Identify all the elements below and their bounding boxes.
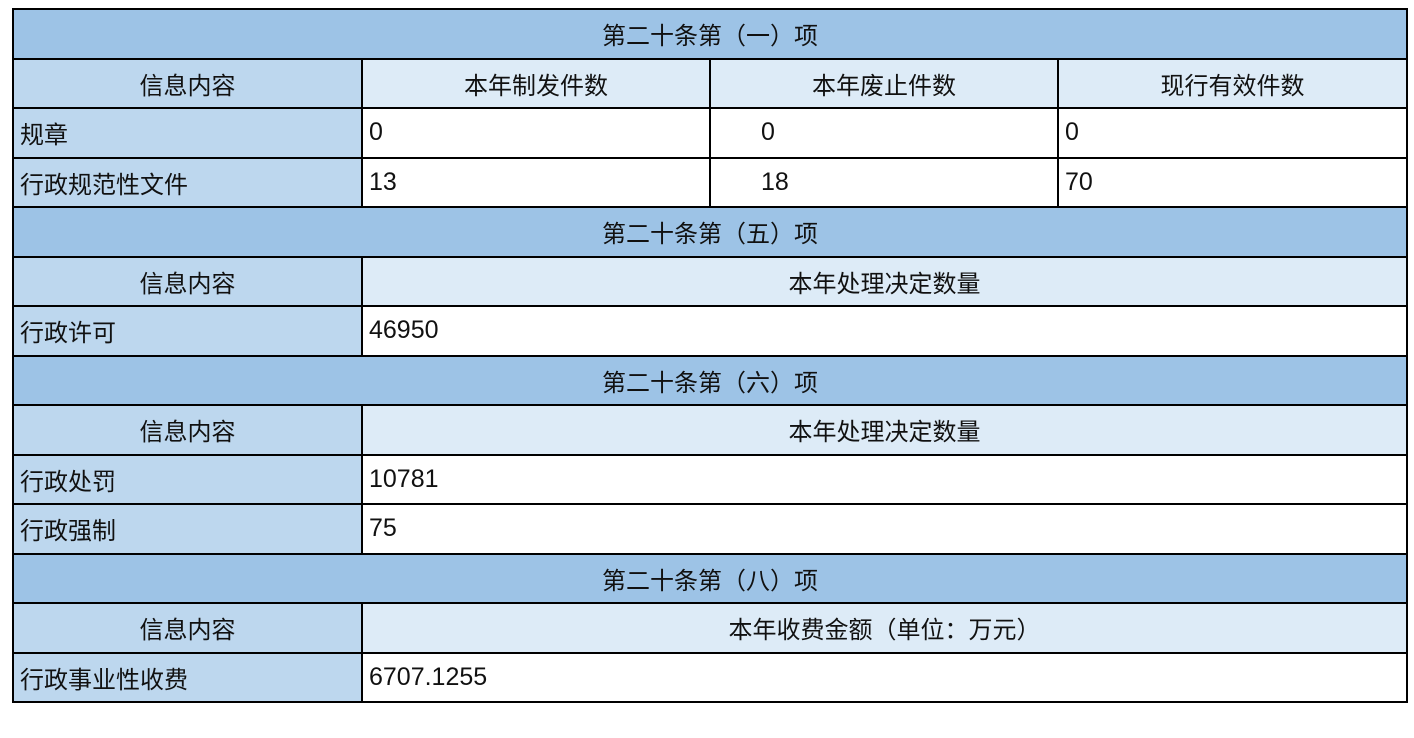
row-label: 行政强制 (12, 503, 363, 555)
table-row: 行政事业性收费 6707.1255 (12, 651, 1408, 703)
government-info-table: 第二十条第（一）项 信息内容 本年制发件数 本年废止件数 现行有效件数 规章 0… (12, 8, 1408, 703)
section-header-row: 第二十条第（五）项 (12, 206, 1408, 258)
column-header: 信息内容 (12, 404, 363, 456)
column-header-row: 信息内容 本年制发件数 本年废止件数 现行有效件数 (12, 57, 1408, 109)
cell-value: 0 (361, 107, 711, 159)
column-header: 本年收费金额（单位：万元） (361, 602, 1408, 654)
column-header: 本年处理决定数量 (361, 404, 1408, 456)
section-header-row: 第二十条第（六）项 (12, 354, 1408, 406)
table-row: 行政处罚 10781 (12, 453, 1408, 505)
cell-value: 0 (709, 107, 1059, 159)
column-header: 本年制发件数 (361, 57, 711, 109)
cell-value: 18 (709, 156, 1059, 208)
column-header-row: 信息内容 本年收费金额（单位：万元） (12, 602, 1408, 654)
table-row: 行政规范性文件 13 18 70 (12, 156, 1408, 208)
row-label: 行政处罚 (12, 453, 363, 505)
section-title: 第二十条第（五）项 (12, 206, 1408, 258)
column-header-row: 信息内容 本年处理决定数量 (12, 255, 1408, 307)
table-row: 行政强制 75 (12, 503, 1408, 555)
section-header-row: 第二十条第（八）项 (12, 552, 1408, 604)
column-header: 信息内容 (12, 255, 363, 307)
section-title: 第二十条第（八）项 (12, 552, 1408, 604)
section-title: 第二十条第（一）项 (12, 8, 1408, 60)
column-header: 本年处理决定数量 (361, 255, 1408, 307)
cell-value: 70 (1057, 156, 1408, 208)
column-header: 现行有效件数 (1057, 57, 1408, 109)
row-label: 行政许可 (12, 305, 363, 357)
row-label: 规章 (12, 107, 363, 159)
column-header: 本年废止件数 (709, 57, 1059, 109)
row-label: 行政事业性收费 (12, 651, 363, 703)
cell-value: 13 (361, 156, 711, 208)
cell-value: 10781 (361, 453, 1408, 505)
cell-value: 75 (361, 503, 1408, 555)
column-header: 信息内容 (12, 602, 363, 654)
table-row: 行政许可 46950 (12, 305, 1408, 357)
section-header-row: 第二十条第（一）项 (12, 8, 1408, 60)
row-label: 行政规范性文件 (12, 156, 363, 208)
column-header: 信息内容 (12, 57, 363, 109)
column-header-row: 信息内容 本年处理决定数量 (12, 404, 1408, 456)
cell-value: 46950 (361, 305, 1408, 357)
cell-value: 6707.1255 (361, 651, 1408, 703)
table-row: 规章 0 0 0 (12, 107, 1408, 159)
section-title: 第二十条第（六）项 (12, 354, 1408, 406)
cell-value: 0 (1057, 107, 1408, 159)
